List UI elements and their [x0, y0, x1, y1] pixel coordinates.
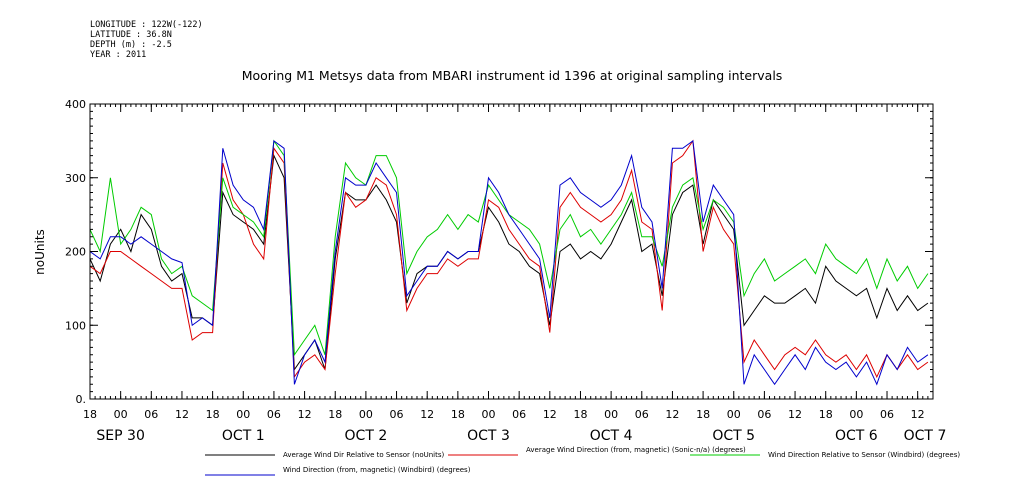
day-label: OCT 3	[467, 428, 510, 444]
x-tick-label: 00	[727, 408, 741, 421]
x-tick-label: 18	[696, 408, 710, 421]
y-tick-label: 100	[65, 319, 86, 332]
day-label: OCT 1	[222, 428, 265, 444]
x-tick-label: 06	[144, 408, 158, 421]
x-tick-label: 12	[175, 408, 189, 421]
axes: 0. 100 200 300 400 18 00 06 12 18 00 06 12 18 00 06 12 18…	[65, 98, 946, 444]
day-label: OCT 4	[590, 428, 633, 444]
series-line-2	[89, 139, 929, 379]
y-tick-label: 400	[65, 98, 86, 111]
series-line-4	[89, 139, 929, 386]
day-label: OCT 5	[712, 428, 755, 444]
x-tick-label: 06	[757, 408, 771, 421]
y-tick-label: 200	[65, 246, 86, 259]
series-line-1	[89, 153, 929, 371]
plot-lines	[89, 139, 929, 386]
x-tick-label: 12	[420, 408, 434, 421]
x-tick-label: 06	[267, 408, 281, 421]
x-tick-label: 06	[635, 408, 649, 421]
x-tick-label: 06	[880, 408, 894, 421]
x-tick-label: 12	[543, 408, 557, 421]
day-label: OCT 7	[904, 428, 947, 444]
latitude-text: LATITUDE : 36.8N	[90, 30, 172, 40]
x-tick-label: 00	[114, 408, 128, 421]
x-tick-label: 00	[236, 408, 250, 421]
legend-label-2: Average Wind Direction (from, magnetic) …	[526, 446, 746, 454]
x-tick-label: 00	[482, 408, 496, 421]
x-tick-label: 06	[512, 408, 526, 421]
longitude-text: LONGITUDE : 122W(-122)	[90, 20, 203, 30]
legend: Average Wind Dir Relative to Sensor (noU…	[205, 446, 960, 476]
x-tick-label: 18	[573, 408, 587, 421]
series-line-3	[89, 139, 929, 357]
x-tick-label: 18	[451, 408, 465, 421]
depth-text: DEPTH (m) : -2.5	[90, 40, 172, 50]
legend-label-1: Average Wind Dir Relative to Sensor (noU…	[283, 451, 444, 459]
x-tick-label: 00	[359, 408, 373, 421]
y-tick-label: 300	[65, 172, 86, 185]
x-tick-label: 12	[298, 408, 312, 421]
day-label: SEP 30	[96, 428, 144, 444]
x-tick-label: 18	[206, 408, 220, 421]
x-tick-label: 18	[819, 408, 833, 421]
x-tick-label: 12	[911, 408, 925, 421]
x-tick-label: 00	[849, 408, 863, 421]
metadata-block: LONGITUDE : 122W(-122) LATITUDE : 36.8N …	[90, 20, 203, 60]
legend-label-4: Wind Direction (from, magnetic) (Windbir…	[283, 466, 471, 474]
year-text: YEAR : 2011	[90, 50, 147, 60]
y-axis-title: noUnits	[33, 229, 47, 275]
x-tick-label: 12	[788, 408, 802, 421]
x-tick-label: 18	[328, 408, 342, 421]
chart-title: Mooring M1 Metsys data from MBARI instru…	[242, 68, 783, 83]
legend-label-3: Wind Direction Relative to Sensor (Windb…	[768, 451, 960, 459]
x-tick-label: 06	[390, 408, 404, 421]
y-tick-label: 0.	[76, 393, 87, 406]
x-tick-label: 00	[604, 408, 618, 421]
x-tick-label: 12	[665, 408, 679, 421]
day-label: OCT 6	[835, 428, 878, 444]
x-tick-label: 18	[83, 408, 97, 421]
day-label: OCT 2	[345, 428, 388, 444]
